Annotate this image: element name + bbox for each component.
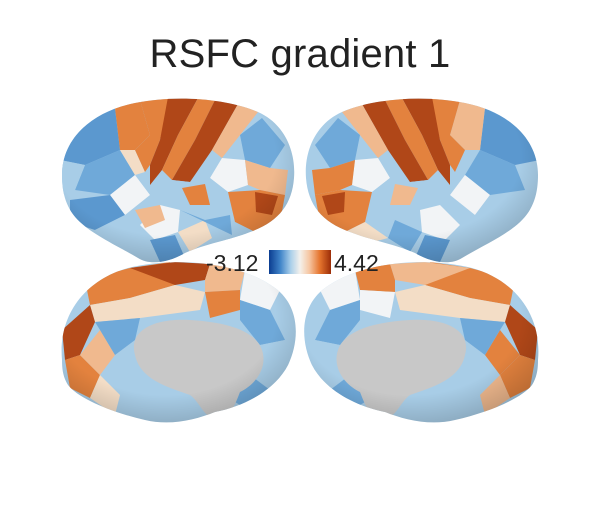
right-lateral-view [305,98,538,263]
colorbar-max-label: 4.42 [334,250,379,276]
figure-title: RSFC gradient 1 [149,32,451,76]
colorbar-min-label: -3.12 [206,250,259,276]
left-medial-view [61,262,296,423]
colorbar-gradient [269,250,331,274]
right-medial-view [304,262,539,423]
left-lateral-view [62,98,295,263]
